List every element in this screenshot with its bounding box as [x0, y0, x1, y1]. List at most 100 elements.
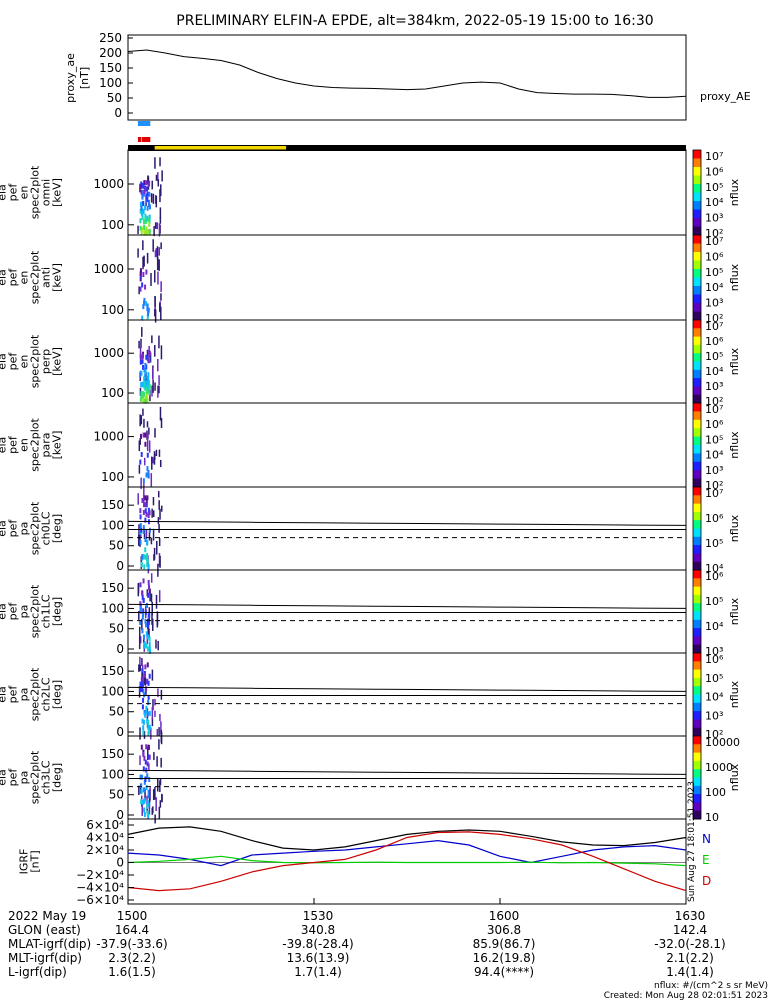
- anti-spectrogram-pixel: [145, 301, 148, 307]
- omni-colorbar-label: nflux: [728, 178, 741, 206]
- ch2-colorbar-segment: [693, 669, 701, 679]
- anti-spectrogram-pixel: [142, 272, 145, 278]
- ch0-spectrogram-pixel: [158, 500, 160, 510]
- omni-ylabel-line: ela: [0, 184, 9, 201]
- perp-spectrogram-pixel: [158, 385, 160, 394]
- ch2-spectrogram-pixel: [148, 710, 151, 716]
- ch2-spectrogram-pixel: [147, 729, 150, 735]
- ch2-spectrogram-pixel: [139, 664, 142, 672]
- ch1-colorbar: 10⁶ 10⁵ 10⁴ 10³ nflux: [692, 569, 741, 658]
- anti-ytick: 1000: [93, 262, 124, 276]
- omni-spectrogram-pixel: [143, 180, 146, 186]
- ch0-spectrogram-pixel: [143, 493, 145, 508]
- ch1-spectrogram-pixel: [138, 626, 141, 640]
- ch2-spectrogram-pixel: [144, 712, 147, 718]
- ch2-spectrogram-pixel: [144, 664, 147, 670]
- ch2-spectrogram-pixel: [141, 681, 144, 687]
- omni-spectrogram-pixel: [145, 193, 148, 199]
- omni-spectrogram-pixel: [154, 222, 157, 229]
- para-spectrogram-pixel: [147, 473, 150, 479]
- ch2-spectrogram-pixel: [147, 680, 150, 686]
- ch1-colorbar-segment: [693, 636, 701, 646]
- perp-spectrogram-pixel: [144, 398, 147, 404]
- perp-spectrogram-pixel: [144, 372, 147, 378]
- ch1-ylabel-line: ela: [0, 603, 9, 620]
- ch2-spectrogram-pixel: [143, 676, 146, 685]
- ch2-spectrogram-pixel: [143, 692, 146, 698]
- para-spectrogram-pixel: [142, 432, 145, 438]
- ch0-spectrogram-pixel: [153, 547, 156, 560]
- omni-colorbar-tick: 10⁶: [705, 165, 724, 178]
- ch2-spectrogram-pixel: [139, 681, 142, 687]
- ch1-spectrogram-pixel: [151, 612, 153, 625]
- ch1-ylabel-line: ch1LC: [40, 594, 53, 628]
- omni-spectrogram-pixel: [145, 186, 148, 192]
- omni-spectrogram-pixel: [139, 201, 142, 207]
- ch1-spectrogram-pixel: [155, 639, 157, 649]
- anti-spectrogram-pixel: [141, 282, 144, 288]
- omni-ylabel-line: spec2plot: [29, 165, 42, 219]
- omni-colorbar-segment: [693, 192, 701, 202]
- ch3-spectrogram-pixel: [145, 785, 148, 791]
- para-frame: [127, 402, 687, 488]
- ch2-colorbar-segment: [693, 661, 701, 671]
- para-spectrogram-pixel: [148, 427, 150, 435]
- ch3-spectrogram-pixel: [155, 797, 157, 812]
- ch1-ytick: 100: [101, 601, 124, 615]
- omni-spectrogram-pixel: [150, 193, 153, 203]
- ch0-spectrogram-pixel: [158, 524, 160, 533]
- footer-cell: 85.9(86.7): [473, 937, 536, 951]
- ch2-spectrogram-pixel: [143, 731, 146, 739]
- perp-spectrogram-pixel: [147, 358, 150, 364]
- ch2-spectrogram-pixel: [151, 707, 154, 720]
- omni-spectrogram-pixel: [157, 179, 160, 187]
- perp-spectrogram-pixel: [149, 352, 152, 363]
- ch0-ylabel-line: pa: [18, 522, 31, 536]
- para-spectrogram-pixel: [142, 478, 145, 484]
- ch0-spectrogram-pixel: [146, 553, 149, 559]
- ch1-spectrogram-pixel: [141, 590, 144, 596]
- para-spectrogram-pixel: [143, 418, 145, 428]
- omni-spectrogram-pixel: [145, 226, 148, 232]
- ch3-loss-cone-line: [127, 769, 687, 775]
- footer-cell: 1600: [489, 909, 520, 923]
- ch0-spectrogram-pixel: [140, 561, 143, 567]
- ch0-colorbar-segment: [693, 553, 701, 563]
- perp-spectrogram-pixel: [154, 344, 156, 357]
- ch1-colorbar-tick: 10³: [705, 645, 723, 658]
- ch1-spectrogram-pixel: [146, 602, 149, 608]
- footer-row-label: L-igrf(dip): [8, 965, 67, 979]
- ch0-spectrogram-pixel: [158, 537, 161, 547]
- perp-spectrogram-pixel: [139, 396, 142, 402]
- omni-spectrogram-pixel: [139, 225, 142, 231]
- perp-spectrogram-pixel: [154, 382, 156, 391]
- anti-spectrogram-pixel: [143, 255, 145, 267]
- ch3-colorbar-segment: [693, 744, 701, 754]
- para-spectrogram-pixel: [139, 438, 141, 445]
- ch1-spectrogram-pixel: [148, 646, 151, 652]
- para-spectrogram-pixel: [155, 449, 158, 456]
- ch0-colorbar-segment: [693, 561, 701, 571]
- ch3-spectrogram-pixel: [154, 786, 156, 800]
- ch2-spectrogram-pixel: [156, 728, 159, 736]
- ch3-frame: [127, 735, 687, 820]
- anti-spectrogram-pixel: [158, 259, 160, 271]
- ch1-spectrogram-pixel: [147, 623, 150, 629]
- footer-group: 2022 May 19 1500 1530 1600 1630 GLON (east) 16…: [8, 909, 768, 1000]
- ch3-spectrogram-pixel: [146, 805, 148, 814]
- ch2-colorbar-tick: 10⁶: [705, 653, 724, 666]
- para-spectrogram-pixel: [160, 417, 163, 429]
- ch3-spectrogram-pixel: [143, 787, 146, 793]
- ch0-ytick: 100: [101, 518, 124, 532]
- omni-spectrogram-pixel: [142, 200, 145, 206]
- ch3-spectrogram-pixel: [147, 793, 150, 799]
- ch3-spectrogram-pixel: [146, 804, 149, 810]
- ch2-colorbar: 10⁶ 10⁵ 10⁴ 10³ 10² nflux: [692, 652, 741, 741]
- para-ylabel-line: [keV]: [51, 431, 64, 460]
- ch1-spectrogram-pixel: [147, 580, 150, 586]
- ch3-spectrogram-pixel: [156, 756, 158, 767]
- ch0-spectrogram-pixel: [139, 508, 142, 514]
- ch1-spectrogram-pixel: [142, 611, 145, 617]
- anti-colorbar-segment: [693, 286, 701, 295]
- igrf-ytick: −2×10⁴: [76, 868, 124, 882]
